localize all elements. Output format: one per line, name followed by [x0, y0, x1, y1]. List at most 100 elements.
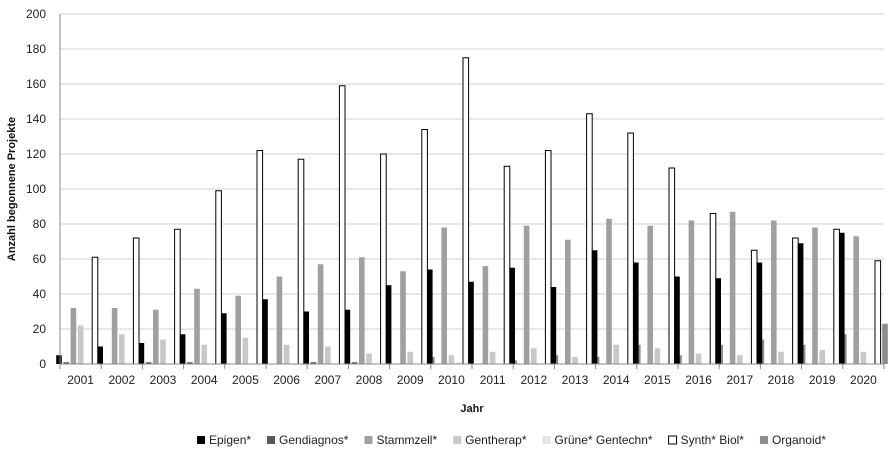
bar [441, 227, 447, 364]
bar [531, 348, 537, 364]
x-tick-label: 2001 [67, 373, 94, 387]
bar [283, 344, 290, 364]
y-tick-label: 20 [33, 322, 47, 336]
bar [668, 167, 676, 365]
bar [385, 285, 392, 364]
bar [174, 228, 181, 365]
bar [654, 348, 661, 364]
y-tick-label: 160 [26, 77, 46, 91]
bar [256, 150, 264, 365]
bar [771, 220, 777, 364]
legend-label: Gendiagnos* [279, 433, 349, 447]
bar [586, 113, 593, 365]
bar [489, 351, 496, 364]
bar [792, 237, 799, 365]
x-tick-label: 2015 [644, 373, 671, 387]
x-tick-label: 2016 [685, 373, 712, 387]
bar [119, 334, 125, 364]
bar [400, 271, 406, 364]
legend-swatch [668, 435, 678, 445]
legend-swatch [542, 436, 551, 444]
bar [874, 260, 882, 365]
y-tick-label: 200 [26, 7, 46, 21]
bar [194, 288, 200, 364]
legend-swatch [267, 436, 276, 444]
legend-swatch [197, 436, 205, 444]
bar [380, 153, 387, 365]
bar [221, 313, 227, 364]
bar [674, 276, 680, 364]
y-axis-title: Anzahl begonnene Projekte [6, 117, 18, 261]
y-tick-label: 0 [39, 357, 46, 371]
bar [276, 276, 283, 364]
bar [187, 362, 193, 364]
bar [325, 346, 331, 364]
bar [310, 362, 317, 364]
axes [59, 14, 885, 369]
bar [160, 339, 166, 364]
bar [201, 344, 207, 364]
legend-swatch [364, 436, 373, 444]
bar [215, 190, 222, 365]
bar [812, 227, 818, 364]
bar [297, 158, 305, 365]
bar [523, 225, 530, 364]
bar [647, 225, 653, 364]
bar [833, 228, 840, 365]
bar [627, 132, 634, 365]
y-tick-labels: 0 20 40 60 80 100 120 140 160 180 200 [26, 7, 46, 371]
bar [351, 362, 358, 364]
bar [132, 237, 140, 365]
legend: Epigen* Gendiagnos* Stammzell* Gentherap* Gr… [197, 433, 826, 447]
bar [750, 249, 758, 365]
x-tick-label: 2018 [768, 373, 795, 387]
bar [111, 308, 118, 364]
bar [688, 220, 695, 364]
bar [462, 57, 470, 365]
x-tick-label: 2019 [809, 373, 836, 387]
bar [317, 264, 324, 364]
bar [179, 334, 186, 364]
bar [448, 355, 455, 364]
bar [565, 239, 571, 364]
x-tick-label: 2020 [850, 373, 877, 387]
x-tick-label: 2002 [108, 373, 135, 387]
bar [819, 350, 825, 364]
bar [591, 250, 598, 364]
x-tick-label: 2005 [232, 373, 259, 387]
y-tick-label: 180 [26, 42, 46, 56]
bar [338, 85, 346, 365]
bar [853, 236, 859, 364]
bar [613, 344, 619, 364]
bars [56, 57, 888, 365]
bar [797, 243, 804, 364]
bar [482, 266, 489, 364]
legend-swatch [453, 436, 462, 444]
legend-swatch [759, 436, 768, 444]
x-tick-label: 2010 [438, 373, 465, 387]
bar [427, 269, 433, 364]
bar [70, 308, 77, 364]
bar [63, 362, 69, 364]
bar [509, 267, 515, 364]
bar [421, 129, 428, 365]
x-tick-label: 2007 [314, 373, 341, 387]
bar [860, 351, 867, 364]
bar [839, 232, 845, 364]
x-axis-title: Jahr [460, 403, 484, 415]
y-tick-label: 140 [26, 112, 46, 126]
bar [97, 346, 103, 364]
x-tick-label: 2012 [520, 373, 547, 387]
y-tick-label: 80 [33, 217, 47, 231]
bar [778, 351, 784, 364]
bar [56, 355, 62, 364]
x-tick-label: 2011 [480, 373, 506, 387]
bar [572, 357, 578, 364]
legend-label: Organoid* [772, 433, 826, 447]
bar [407, 351, 413, 364]
bar [550, 287, 557, 364]
bar [145, 362, 152, 364]
y-tick-label: 60 [33, 252, 47, 266]
bar [695, 353, 702, 364]
bar [366, 353, 372, 364]
